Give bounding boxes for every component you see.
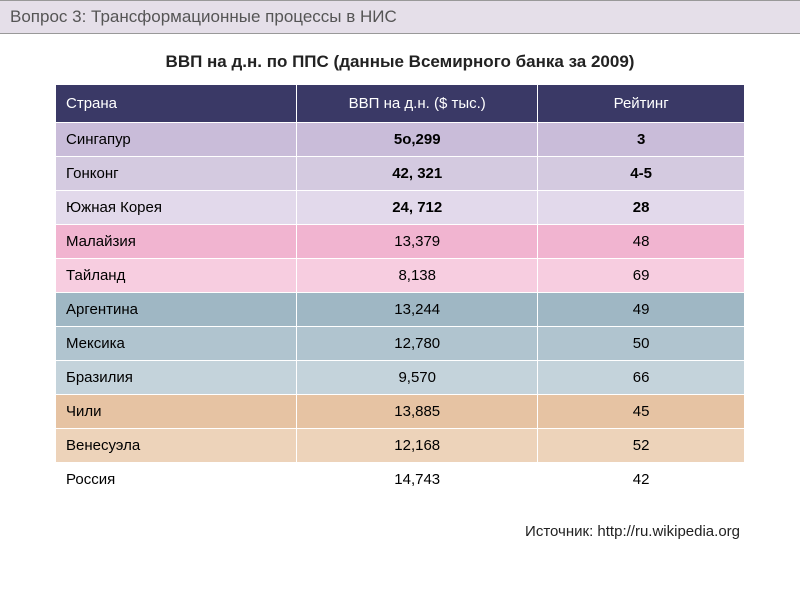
cell-gdp: 42, 321 <box>297 157 538 191</box>
page-title: ВВП на д.н. по ППС (данные Всемирного ба… <box>0 34 800 84</box>
table-header-row: Страна ВВП на д.н. ($ тыс.) Рейтинг <box>56 85 745 123</box>
cell-gdp: 24, 712 <box>297 191 538 225</box>
cell-gdp: 9,570 <box>297 361 538 395</box>
col-gdp: ВВП на д.н. ($ тыс.) <box>297 85 538 123</box>
col-rank: Рейтинг <box>538 85 745 123</box>
cell-rank: 52 <box>538 429 745 463</box>
cell-rank: 45 <box>538 395 745 429</box>
cell-gdp: 8,138 <box>297 259 538 293</box>
cell-country: Россия <box>56 463 297 497</box>
table-body: Сингапур5о,2993Гонконг42, 3214-5Южная Ко… <box>56 123 745 497</box>
cell-gdp: 13,885 <box>297 395 538 429</box>
table-row: Россия14,74342 <box>56 463 745 497</box>
table-row: Южная Корея24, 71228 <box>56 191 745 225</box>
cell-rank: 28 <box>538 191 745 225</box>
table-row: Гонконг42, 3214-5 <box>56 157 745 191</box>
table-row: Венесуэла12,16852 <box>56 429 745 463</box>
table-row: Мексика12,78050 <box>56 327 745 361</box>
header-text: Вопрос 3: Трансформационные процессы в Н… <box>10 7 397 26</box>
title-text: ВВП на д.н. по ППС (данные Всемирного ба… <box>166 52 635 71</box>
cell-gdp: 13,379 <box>297 225 538 259</box>
cell-gdp: 13,244 <box>297 293 538 327</box>
cell-country: Малайзия <box>56 225 297 259</box>
table-row: Бразилия9,57066 <box>56 361 745 395</box>
cell-rank: 48 <box>538 225 745 259</box>
cell-rank: 4-5 <box>538 157 745 191</box>
table-row: Аргентина13,24449 <box>56 293 745 327</box>
cell-rank: 69 <box>538 259 745 293</box>
cell-rank: 66 <box>538 361 745 395</box>
slide-header: Вопрос 3: Трансформационные процессы в Н… <box>0 0 800 34</box>
cell-rank: 42 <box>538 463 745 497</box>
cell-country: Венесуэла <box>56 429 297 463</box>
cell-country: Сингапур <box>56 123 297 157</box>
cell-country: Тайланд <box>56 259 297 293</box>
table-row: Тайланд8,13869 <box>56 259 745 293</box>
table-container: Страна ВВП на д.н. ($ тыс.) Рейтинг Синг… <box>0 84 800 497</box>
cell-gdp: 12,168 <box>297 429 538 463</box>
table-row: Чили13,88545 <box>56 395 745 429</box>
table-row: Малайзия13,37948 <box>56 225 745 259</box>
cell-gdp: 12,780 <box>297 327 538 361</box>
cell-gdp: 14,743 <box>297 463 538 497</box>
table-row: Сингапур5о,2993 <box>56 123 745 157</box>
cell-country: Гонконг <box>56 157 297 191</box>
col-country: Страна <box>56 85 297 123</box>
cell-country: Аргентина <box>56 293 297 327</box>
cell-gdp: 5о,299 <box>297 123 538 157</box>
source-url: http://ru.wikipedia.org <box>597 523 740 540</box>
cell-country: Южная Корея <box>56 191 297 225</box>
gdp-table: Страна ВВП на д.н. ($ тыс.) Рейтинг Синг… <box>55 84 745 497</box>
cell-rank: 3 <box>538 123 745 157</box>
cell-rank: 49 <box>538 293 745 327</box>
source-line: Источник: http://ru.wikipedia.org <box>0 497 800 540</box>
cell-country: Мексика <box>56 327 297 361</box>
cell-country: Бразилия <box>56 361 297 395</box>
source-prefix: Источник: <box>525 523 597 540</box>
cell-rank: 50 <box>538 327 745 361</box>
cell-country: Чили <box>56 395 297 429</box>
